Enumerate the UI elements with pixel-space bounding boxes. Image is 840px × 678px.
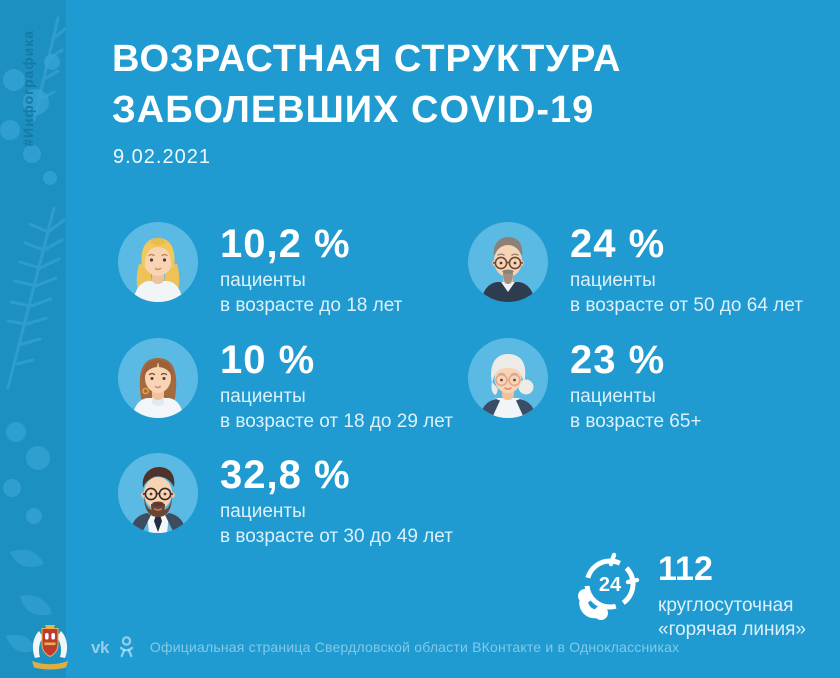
page-title-line1: ВОЗРАСТНАЯ СТРУКТУРА	[112, 38, 622, 80]
date-label: 9.02.2021	[113, 146, 211, 168]
stat-percent: 10,2 %	[220, 222, 351, 266]
stat-text-block: 10 % пациенты в возрасте от 18 до 29 лет	[220, 338, 453, 433]
footer: vk Официальная страница Свердловской обл…	[28, 624, 679, 670]
page-title-line2: ЗАБОЛЕВШИХ COVID-19	[112, 88, 595, 131]
stat-age-range: в возрасте до 18 лет	[220, 294, 403, 316]
stat-age-range: в возрасте от 18 до 29 лет	[220, 410, 453, 432]
hotline-number: 112	[658, 550, 713, 588]
stat-text-block: 23 % пациенты в возрасте 65+	[570, 338, 702, 433]
stat-text-block: 10,2 % пациенты в возрасте до 18 лет	[220, 222, 402, 317]
stat-label: пациенты	[220, 386, 306, 407]
stat-label: пациенты	[220, 501, 306, 522]
hotline-block: 24 112 круглосуточная «горячая линия»	[568, 550, 806, 642]
stat-text-block: 24 % пациенты в возрасте от 50 до 64 лет	[570, 222, 803, 317]
hotline-line2: «горячая линия»	[658, 618, 806, 640]
vk-icon: vk	[91, 637, 109, 657]
avatar-elderly-woman-icon	[468, 338, 548, 418]
stat-50-64: 24 % пациенты в возрасте от 50 до 64 лет	[468, 222, 803, 317]
stat-percent: 10 %	[220, 338, 316, 382]
stat-18-29: 10 % пациенты в возрасте от 18 до 29 лет	[118, 338, 453, 433]
stat-label: пациенты	[570, 386, 656, 407]
hotline-text-block: 112 круглосуточная «горячая линия»	[658, 550, 806, 642]
stat-under-18: 10,2 % пациенты в возрасте до 18 лет	[118, 222, 402, 317]
avatar-bearded-man-icon	[118, 453, 198, 533]
stat-age-range: в возрасте 65+	[570, 410, 702, 432]
stat-30-49: 32,8 % пациенты в возрасте от 30 до 49 л…	[118, 453, 453, 548]
stat-percent: 24 %	[570, 222, 666, 266]
stat-age-range: в возрасте от 50 до 64 лет	[570, 294, 803, 316]
sverdlovsk-coat-of-arms-icon	[32, 625, 68, 670]
page-title: ВОЗРАСТНАЯ СТРУКТУРА ЗАБОЛЕВШИХ COVID-19	[112, 34, 621, 135]
footer-caption: Официальная страница Свердловской област…	[149, 639, 680, 655]
stat-label: пациенты	[220, 270, 306, 291]
stat-age-range: в возрасте от 30 до 49 лет	[220, 525, 453, 547]
stat-percent: 23 %	[570, 338, 666, 382]
decorative-pattern-band	[0, 0, 66, 678]
avatar-girl-icon	[118, 222, 198, 302]
hotline-line1: круглосуточная	[658, 595, 794, 616]
phone-24h-icon: 24	[578, 552, 640, 620]
hashtag-label: #Инфографика	[20, 30, 36, 147]
avatar-senior-man-icon	[468, 222, 548, 302]
stat-text-block: 32,8 % пациенты в возрасте от 30 до 49 л…	[220, 453, 453, 548]
stat-65-plus: 23 % пациенты в возрасте 65+	[468, 338, 702, 433]
avatar-young-woman-icon	[118, 338, 198, 418]
odnoklassniki-icon	[119, 636, 134, 658]
phone-badge-text: 24	[599, 574, 622, 596]
stat-percent: 32,8 %	[220, 453, 351, 497]
stat-label: пациенты	[570, 270, 656, 291]
